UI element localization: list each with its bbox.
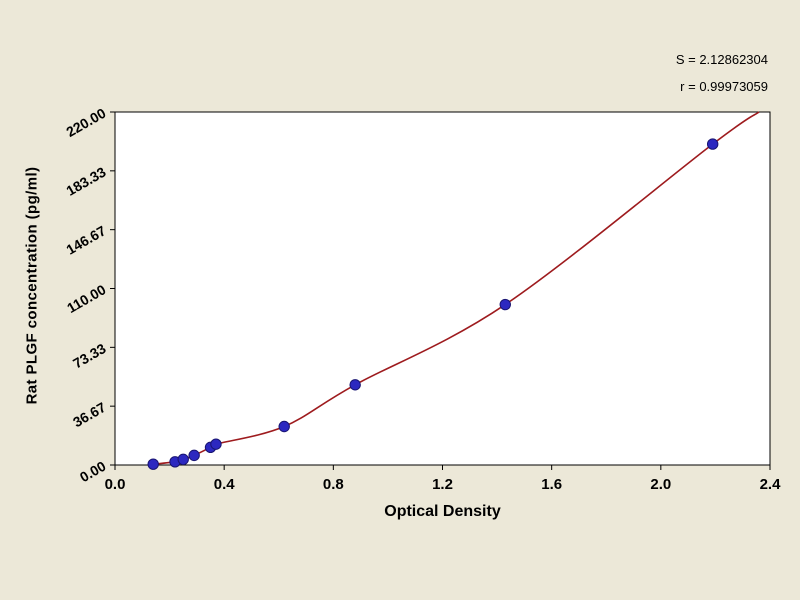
- y-tick-label: 183.33: [63, 163, 108, 198]
- data-point: [499, 298, 511, 311]
- data-point: [147, 458, 159, 470]
- x-tick-label: 2.0: [650, 476, 671, 493]
- y-tick-label: 73.33: [70, 340, 109, 371]
- y-tick-label: 36.67: [70, 399, 109, 430]
- fit-stat-standard-error: S = 2.12862304: [675, 52, 768, 67]
- y-tick-label: 146.67: [63, 222, 108, 257]
- x-tick-label: 0.8: [323, 476, 344, 493]
- x-tick-label: 0.4: [214, 476, 236, 493]
- data-point: [706, 138, 719, 150]
- x-tick-label: 1.6: [541, 476, 562, 493]
- data-point: [188, 449, 200, 462]
- fit-statistics: S = 2.12862304 r = 0.99973059: [676, 46, 768, 100]
- data-point: [278, 420, 290, 433]
- fit-stat-correlation: r = 0.99973059: [680, 79, 768, 94]
- x-axis-title: Optical Density: [384, 503, 501, 520]
- x-tick-label: 2.4: [760, 476, 782, 493]
- x-tick-label: 0.0: [105, 476, 126, 493]
- data-point: [210, 438, 222, 450]
- data-point: [349, 379, 361, 391]
- y-tick-label: 220.00: [63, 105, 108, 140]
- x-tick-label: 1.2: [432, 476, 453, 493]
- plot-frame: [114, 111, 771, 466]
- data-point: [177, 453, 189, 466]
- y-tick-label: 110.00: [64, 281, 109, 316]
